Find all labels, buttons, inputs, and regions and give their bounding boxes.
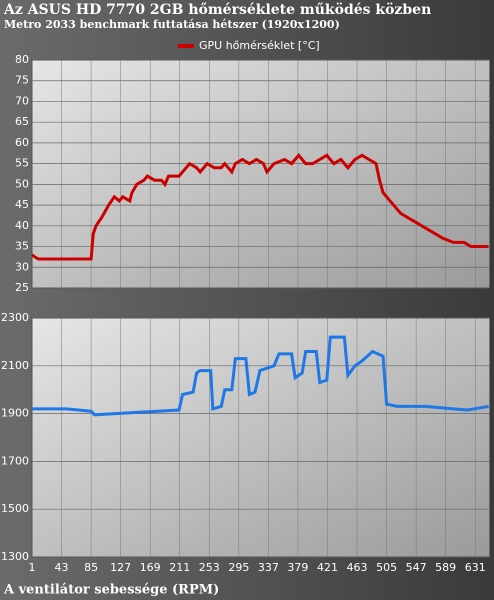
y-tick-label: 45 <box>15 198 29 211</box>
x-tick-label: 211 <box>169 561 190 574</box>
axis-title: A ventilátor sebessége (RPM) <box>3 583 219 598</box>
data-line <box>32 335 489 417</box>
x-tick-label: 421 <box>317 561 338 574</box>
y-tick-label: 2300 <box>1 311 29 324</box>
x-tick-label: 295 <box>228 561 249 574</box>
y-tick-label: 30 <box>15 260 29 273</box>
y-tick-label: 65 <box>15 115 29 128</box>
x-tick-label: 85 <box>84 561 98 574</box>
x-tick-label: 631 <box>465 561 486 574</box>
chart-title: Az ASUS HD 7770 2GB hőmérséklete működés… <box>3 2 431 18</box>
plot-area <box>31 317 491 558</box>
y-tick-label: 1300 <box>1 550 29 563</box>
legend-label: GPU hőmérséklet [°C] <box>199 39 320 52</box>
x-tick-label: 127 <box>110 561 131 574</box>
x-tick-label: 589 <box>435 561 456 574</box>
y-tick-label: 60 <box>15 136 29 149</box>
x-tick-label: 169 <box>140 561 161 574</box>
y-tick-label: 50 <box>15 177 29 190</box>
chart-subtitle: Metro 2033 benchmark futtatása hétszer (… <box>4 18 340 31</box>
x-tick-label: 505 <box>376 561 397 574</box>
x-tick-label: 547 <box>406 561 427 574</box>
y-tick-label: 2100 <box>1 359 29 372</box>
data-line <box>31 153 489 261</box>
y-tick-label: 25 <box>15 281 29 294</box>
x-tick-label: 463 <box>347 561 368 574</box>
x-tick-label: 379 <box>287 561 308 574</box>
plot-area <box>31 59 491 289</box>
x-tick-label: 337 <box>258 561 279 574</box>
y-tick-label: 1900 <box>1 407 29 420</box>
y-tick-label: 1500 <box>1 502 29 515</box>
y-tick-label: 80 <box>15 53 29 66</box>
x-tick-label: 43 <box>55 561 69 574</box>
y-tick-label: 40 <box>15 219 29 232</box>
y-tick-label: 55 <box>15 157 29 170</box>
y-tick-label: 70 <box>15 94 29 107</box>
y-tick-label: 1700 <box>1 454 29 467</box>
x-tick-label: 1 <box>29 561 36 574</box>
y-tick-label: 35 <box>15 240 29 253</box>
x-tick-label: 253 <box>199 561 220 574</box>
y-tick-label: 75 <box>15 74 29 87</box>
